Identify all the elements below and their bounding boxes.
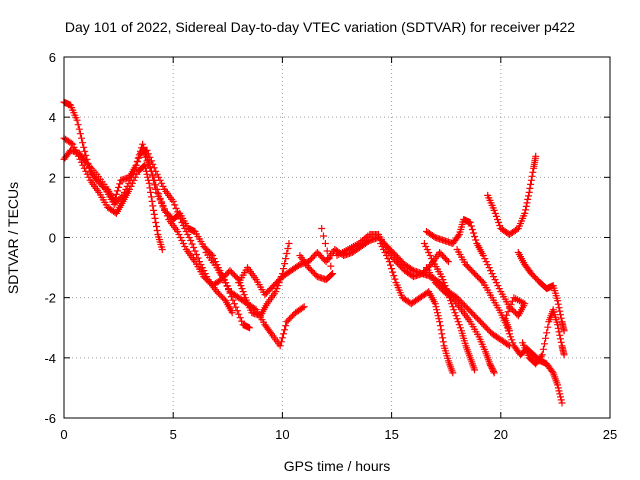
x-tick-label: 0 <box>60 427 67 442</box>
data-marks <box>60 98 568 407</box>
y-axis-label: SDTVAR / TECUs <box>5 182 21 294</box>
y-tick-label: 4 <box>49 110 56 125</box>
data-series <box>423 264 498 377</box>
data-series <box>423 216 529 335</box>
data-point-marks <box>420 240 479 374</box>
data-point-marks <box>514 249 568 335</box>
tick-labels: 0 5 10 15 20 25 -6 -4 -2 0 2 4 6 <box>44 50 617 442</box>
data-series <box>202 249 254 332</box>
x-tick-label: 15 <box>384 427 398 442</box>
y-tick-label: 0 <box>49 231 56 246</box>
data-point-marks <box>139 146 293 320</box>
x-tick-label: 25 <box>603 427 617 442</box>
data-series <box>514 249 568 335</box>
data-point-marks <box>377 240 457 377</box>
data-series <box>484 152 540 238</box>
data-series <box>453 246 566 407</box>
data-series <box>296 225 337 284</box>
y-tick-label: -4 <box>44 351 56 366</box>
y-tick-label: -2 <box>44 291 56 306</box>
data-point-marks <box>453 246 566 407</box>
data-series <box>139 146 293 320</box>
y-tick-label: -6 <box>44 411 56 426</box>
chart-title: Day 101 of 2022, Sidereal Day-to-day VTE… <box>65 19 575 35</box>
plot-frame <box>63 56 611 419</box>
y-tick-label: 2 <box>49 170 56 185</box>
data-point-marks <box>423 216 529 335</box>
data-point-marks <box>484 152 540 238</box>
data-point-marks <box>519 306 568 368</box>
data-point-marks <box>202 249 254 332</box>
data-point-marks <box>296 225 337 284</box>
data-series <box>420 240 479 374</box>
data-series <box>377 240 457 377</box>
x-tick-label: 10 <box>275 427 289 442</box>
data-series <box>519 306 568 368</box>
x-tick-label: 5 <box>170 427 177 442</box>
data-point-marks <box>423 264 498 377</box>
y-tick-label: 6 <box>49 50 56 65</box>
grid-lines <box>64 57 610 418</box>
x-axis-label: GPS time / hours <box>284 458 391 474</box>
x-tick-label: 20 <box>494 427 508 442</box>
